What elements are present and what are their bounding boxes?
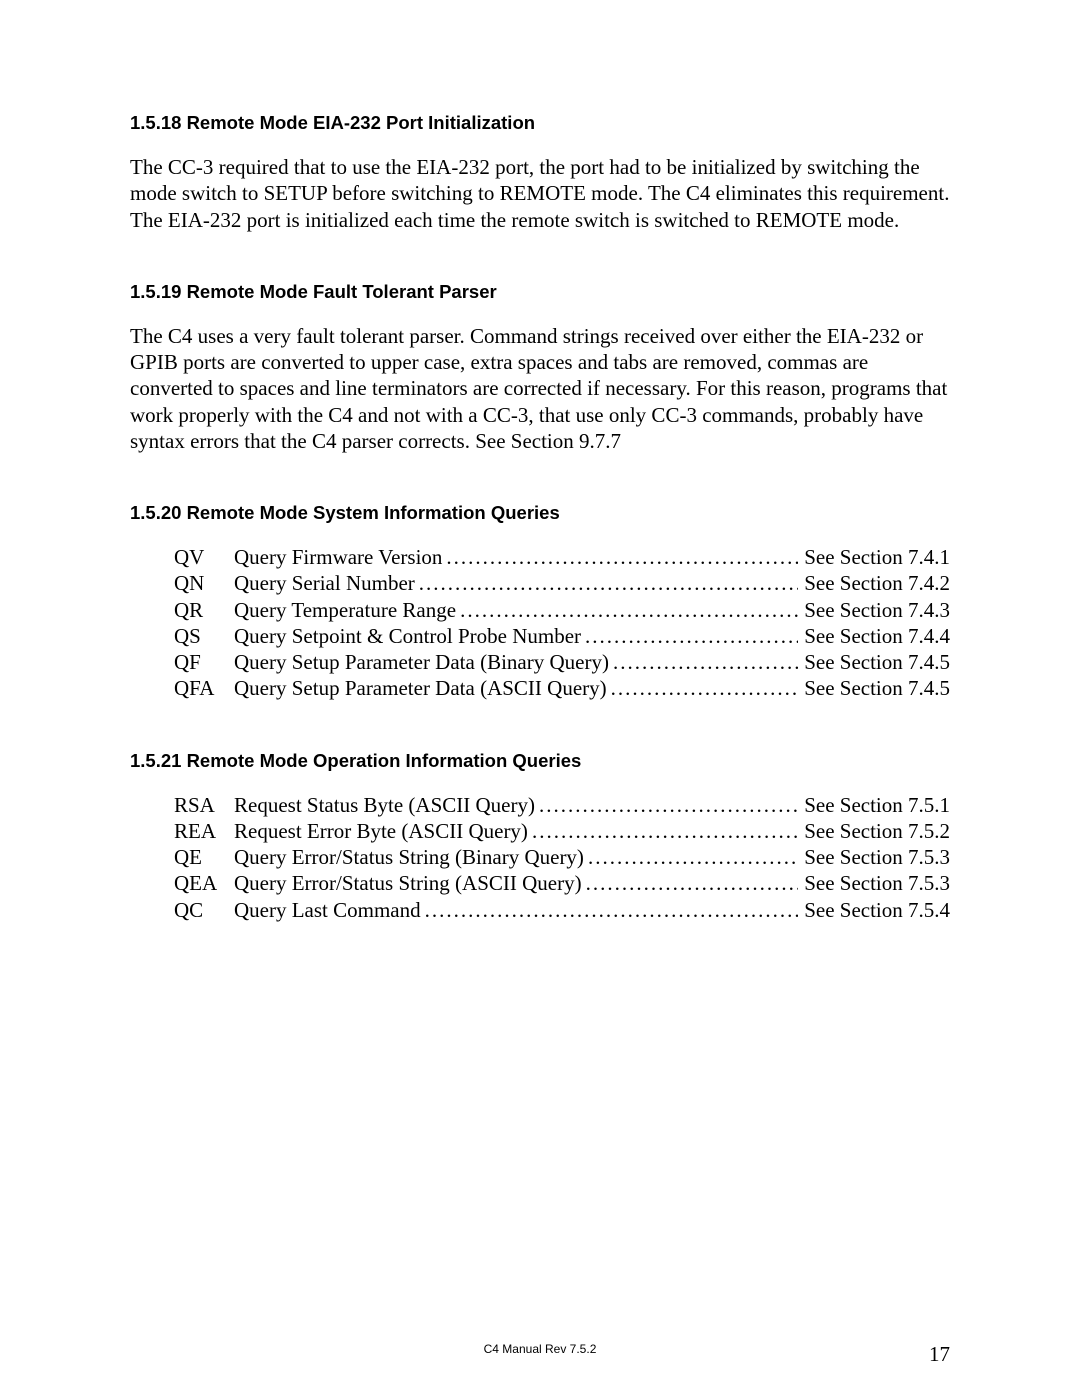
query-ref: See Section 7.5.3 — [798, 844, 950, 870]
query-code: QS — [174, 623, 234, 649]
section-heading-1521: 1.5.21 Remote Mode Operation Information… — [130, 750, 950, 772]
query-desc: Query Firmware Version — [234, 544, 442, 570]
leader-dots — [528, 818, 798, 844]
query-ref: See Section 7.5.1 — [798, 792, 950, 818]
leader-dots — [456, 597, 798, 623]
leader-dots — [584, 844, 798, 870]
query-desc: Query Error/Status String (ASCII Query) — [234, 870, 582, 896]
query-desc-container: Query Serial Number — [234, 570, 798, 596]
footer-page-number: 17 — [929, 1342, 950, 1367]
leader-dots — [581, 623, 798, 649]
query-ref: See Section 7.4.3 — [798, 597, 950, 623]
leader-dots — [582, 870, 799, 896]
leader-dots — [421, 897, 799, 923]
query-code: REA — [174, 818, 234, 844]
query-desc: Query Setup Parameter Data (Binary Query… — [234, 649, 609, 675]
query-row: QV Query Firmware Version See Section 7.… — [174, 544, 950, 570]
query-row: RSA Request Status Byte (ASCII Query) Se… — [174, 792, 950, 818]
query-desc-container: Query Setup Parameter Data (ASCII Query) — [234, 675, 798, 701]
query-list-1521: RSA Request Status Byte (ASCII Query) Se… — [174, 792, 950, 923]
section-paragraph-1519: The C4 uses a very fault tolerant parser… — [130, 323, 950, 454]
query-ref: See Section 7.4.5 — [798, 675, 950, 701]
query-desc-container: Query Setup Parameter Data (Binary Query… — [234, 649, 798, 675]
query-desc-container: Query Setpoint & Control Probe Number — [234, 623, 798, 649]
query-ref: See Section 7.4.1 — [798, 544, 950, 570]
query-row: QR Query Temperature Range See Section 7… — [174, 597, 950, 623]
query-code: QN — [174, 570, 234, 596]
page-content: 1.5.18 Remote Mode EIA-232 Port Initiali… — [0, 0, 1080, 923]
query-code: QV — [174, 544, 234, 570]
leader-dots — [609, 649, 798, 675]
section-heading-1520: 1.5.20 Remote Mode System Information Qu… — [130, 502, 950, 524]
query-row: QS Query Setpoint & Control Probe Number… — [174, 623, 950, 649]
query-desc-container: Query Last Command — [234, 897, 798, 923]
leader-dots — [607, 675, 799, 701]
query-row: QFA Query Setup Parameter Data (ASCII Qu… — [174, 675, 950, 701]
query-code: QR — [174, 597, 234, 623]
query-desc: Query Serial Number — [234, 570, 415, 596]
query-ref: See Section 7.5.2 — [798, 818, 950, 844]
query-desc-container: Request Status Byte (ASCII Query) — [234, 792, 798, 818]
query-ref: See Section 7.5.4 — [798, 897, 950, 923]
query-row: QN Query Serial Number See Section 7.4.2 — [174, 570, 950, 596]
query-row: QEA Query Error/Status String (ASCII Que… — [174, 870, 950, 896]
query-desc: Request Status Byte (ASCII Query) — [234, 792, 535, 818]
leader-dots — [535, 792, 798, 818]
query-desc: Request Error Byte (ASCII Query) — [234, 818, 528, 844]
query-row: REA Request Error Byte (ASCII Query) See… — [174, 818, 950, 844]
query-ref: See Section 7.4.4 — [798, 623, 950, 649]
leader-dots — [415, 570, 798, 596]
query-desc: Query Error/Status String (Binary Query) — [234, 844, 584, 870]
query-desc: Query Setpoint & Control Probe Number — [234, 623, 581, 649]
section-heading-1519: 1.5.19 Remote Mode Fault Tolerant Parser — [130, 281, 950, 303]
leader-dots — [442, 544, 798, 570]
query-code: QFA — [174, 675, 234, 701]
query-ref: See Section 7.5.3 — [798, 870, 950, 896]
query-ref: See Section 7.4.5 — [798, 649, 950, 675]
query-code: QE — [174, 844, 234, 870]
query-desc-container: Query Error/Status String (Binary Query) — [234, 844, 798, 870]
query-row: QF Query Setup Parameter Data (Binary Qu… — [174, 649, 950, 675]
query-desc: Query Temperature Range — [234, 597, 456, 623]
query-ref: See Section 7.4.2 — [798, 570, 950, 596]
query-list-1520: QV Query Firmware Version See Section 7.… — [174, 544, 950, 702]
section-paragraph-1518: The CC-3 required that to use the EIA-23… — [130, 154, 950, 233]
query-row: QC Query Last Command See Section 7.5.4 — [174, 897, 950, 923]
section-heading-1518: 1.5.18 Remote Mode EIA-232 Port Initiali… — [130, 112, 950, 134]
query-row: QE Query Error/Status String (Binary Que… — [174, 844, 950, 870]
footer-revision: C4 Manual Rev 7.5.2 — [484, 1342, 597, 1356]
query-desc-container: Query Firmware Version — [234, 544, 798, 570]
query-code: QF — [174, 649, 234, 675]
query-code: QC — [174, 897, 234, 923]
query-desc-container: Query Temperature Range — [234, 597, 798, 623]
query-code: QEA — [174, 870, 234, 896]
query-desc: Query Last Command — [234, 897, 421, 923]
query-desc-container: Query Error/Status String (ASCII Query) — [234, 870, 798, 896]
query-desc: Query Setup Parameter Data (ASCII Query) — [234, 675, 607, 701]
query-desc-container: Request Error Byte (ASCII Query) — [234, 818, 798, 844]
query-code: RSA — [174, 792, 234, 818]
